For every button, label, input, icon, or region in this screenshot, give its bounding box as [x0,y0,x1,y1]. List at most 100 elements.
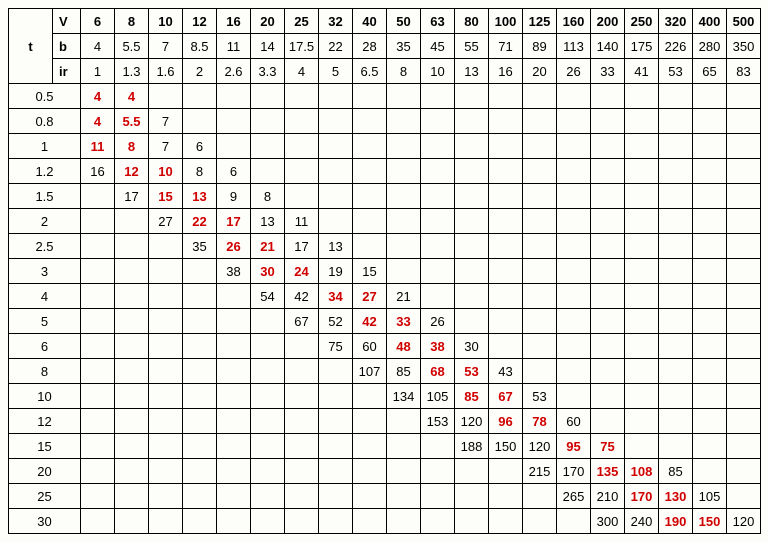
data-cell [285,159,319,184]
t-value: 4 [9,284,81,309]
data-cell [217,459,251,484]
header-cell: 500 [727,9,761,34]
data-cell [557,359,591,384]
data-cell: 24 [285,259,319,284]
data-cell [659,384,693,409]
data-cell [489,459,523,484]
data-cell [115,459,149,484]
data-cell: 13 [319,234,353,259]
data-cell [693,159,727,184]
data-cell [353,434,387,459]
data-cell [693,284,727,309]
data-cell [251,134,285,159]
data-cell [319,134,353,159]
data-cell [149,434,183,459]
header-cell: 6 [81,9,115,34]
header-cell: 17.5 [285,34,319,59]
data-cell [387,509,421,534]
header-cell: 400 [693,9,727,34]
data-cell [591,409,625,434]
data-cell [489,109,523,134]
header-cell: 10 [149,9,183,34]
data-cell [387,209,421,234]
data-cell [489,84,523,109]
data-cell [387,84,421,109]
data-cell [115,409,149,434]
header-cell: 6.5 [353,59,387,84]
data-cell [81,309,115,334]
data-cell: 95 [557,434,591,459]
data-cell: 120 [523,434,557,459]
data-cell [149,309,183,334]
data-cell: 26 [217,234,251,259]
header-cell: 41 [625,59,659,84]
t-value: 8 [9,359,81,384]
data-cell: 150 [489,434,523,459]
header-cell: 25 [285,9,319,34]
data-cell [625,134,659,159]
data-cell [251,509,285,534]
data-cell: 60 [557,409,591,434]
data-cell [285,109,319,134]
data-cell [115,334,149,359]
data-cell [523,334,557,359]
data-cell: 42 [285,284,319,309]
header-cell: 89 [523,34,557,59]
data-cell [183,259,217,284]
data-cell [727,134,761,159]
data-cell [659,309,693,334]
data-cell [421,159,455,184]
data-cell: 52 [319,309,353,334]
data-cell [285,434,319,459]
data-cell: 215 [523,459,557,484]
data-cell [489,284,523,309]
header-cell: 12 [183,9,217,34]
data-cell: 30 [455,334,489,359]
data-cell [591,84,625,109]
data-cell [659,134,693,159]
data-cell: 8 [251,184,285,209]
data-cell [523,309,557,334]
header-cell: 16 [489,59,523,84]
data-cell [557,284,591,309]
data-cell [625,384,659,409]
data-cell [489,159,523,184]
data-cell [251,309,285,334]
data-cell [285,384,319,409]
data-cell: 108 [625,459,659,484]
data-cell [353,459,387,484]
data-cell [285,334,319,359]
header-cell: 4 [285,59,319,84]
data-cell [217,284,251,309]
data-cell [659,159,693,184]
header-cell: 1 [81,59,115,84]
data-cell [285,509,319,534]
data-cell [727,359,761,384]
data-cell [319,209,353,234]
data-cell [523,84,557,109]
data-cell: 240 [625,509,659,534]
t-value: 5 [9,309,81,334]
data-cell: 4 [81,109,115,134]
data-cell [353,509,387,534]
data-cell [727,184,761,209]
data-cell: 21 [251,234,285,259]
data-cell [81,434,115,459]
header-cell: 200 [591,9,625,34]
data-cell: 134 [387,384,421,409]
data-cell: 30 [251,259,285,284]
data-cell [251,334,285,359]
header-cell: 2 [183,59,217,84]
data-cell [591,259,625,284]
data-cell [421,134,455,159]
data-cell: 67 [489,384,523,409]
data-cell [659,409,693,434]
data-cell [455,84,489,109]
data-cell [659,359,693,384]
data-cell [625,259,659,284]
data-cell [659,84,693,109]
data-cell: 13 [183,184,217,209]
header-cell: 8.5 [183,34,217,59]
data-cell [659,434,693,459]
data-cell [693,434,727,459]
